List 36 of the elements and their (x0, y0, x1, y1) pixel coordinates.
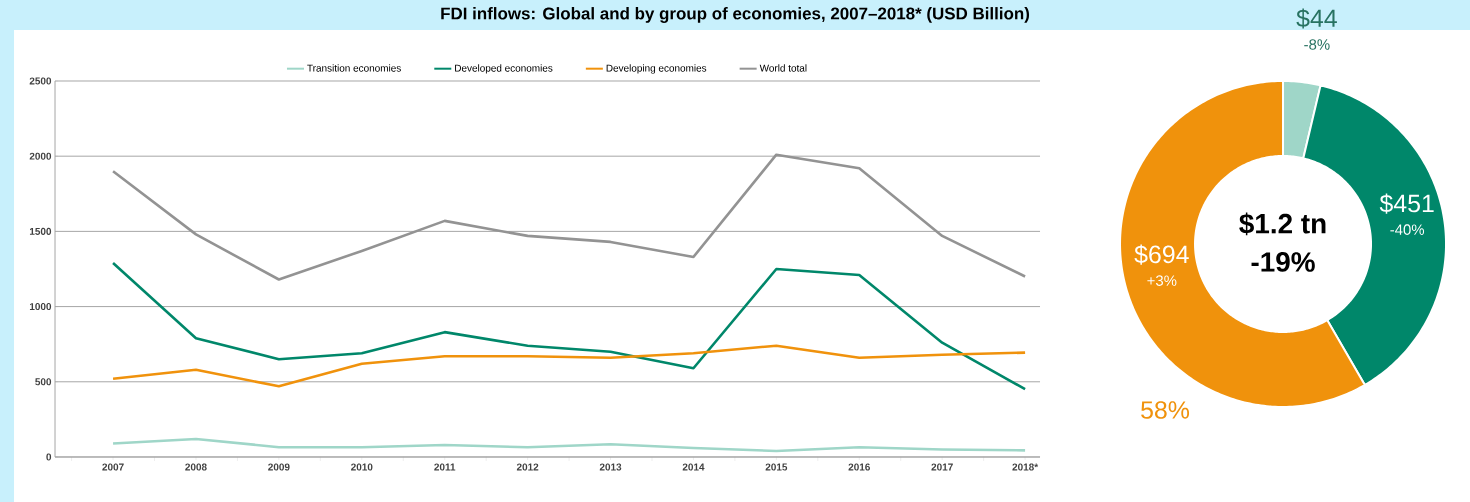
data-label: $44 (1296, 8, 1337, 29)
legend-label: Transition economies (307, 64, 401, 72)
x-tick-label: 2010 (351, 463, 373, 471)
legend-label: Developed economies (455, 64, 553, 74)
y-tick-label: 0 (46, 453, 52, 461)
text: -19% (1251, 252, 1315, 272)
x-tick-label: 2009 (268, 463, 290, 471)
line-series (111, 153, 1027, 281)
x-tick-label: 2013 (599, 463, 622, 471)
text: $1.2 tn (1239, 212, 1326, 236)
x-tick-label: 2008 (185, 463, 207, 471)
x-tick-label: 2016 (848, 463, 870, 471)
text: +3% (1147, 275, 1177, 286)
text: 58% (1141, 401, 1190, 419)
x-tick-label: 2014 (682, 463, 705, 471)
x-tick-label: 2015 (765, 463, 788, 471)
x-tick-label: 2017 (931, 463, 953, 471)
data-label: $451 (1379, 193, 1434, 214)
y-tick-label: 2000 (29, 152, 52, 160)
x-tick-label: 2007 (102, 463, 124, 471)
text: -8% (1304, 39, 1330, 50)
chart-title: FDI inflows: Global and by group of economies, 2007–2018* (USD Billion) (441, 7, 1030, 23)
line-series (111, 261, 1027, 391)
legend-label: Developing economies (606, 64, 707, 74)
line-series (111, 437, 1027, 453)
x-tick-label: 2018* (1012, 463, 1039, 471)
y-tick-label: 2500 (29, 77, 52, 85)
data-label: $694 (1134, 244, 1189, 265)
legend-label: World total (759, 64, 807, 72)
y-tick-label: 500 (35, 378, 52, 386)
text: -40% (1390, 224, 1425, 235)
y-tick-label: 1000 (29, 303, 52, 311)
y-tick-label: 1500 (29, 227, 52, 235)
line-series (111, 344, 1027, 388)
x-tick-label: 2012 (516, 463, 539, 471)
x-tick-label: 2011 (434, 463, 456, 471)
